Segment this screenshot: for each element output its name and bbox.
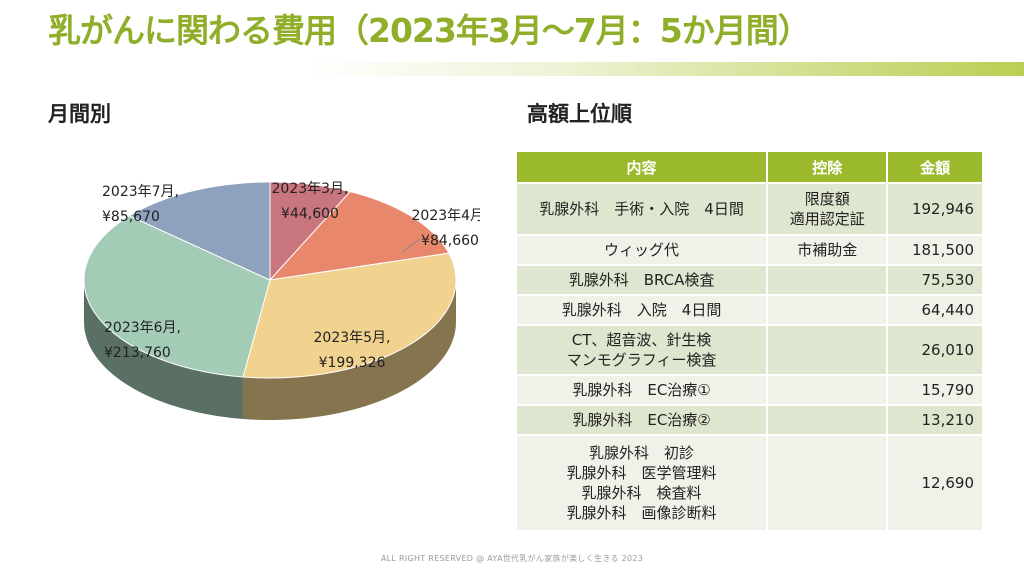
pie-sides: [84, 280, 456, 420]
pie-labels: 2023年3月,¥44,600 2023年4月,¥84,660 2023年5月,¥1…: [102, 181, 480, 371]
pie-slice-2023年3月: [269, 181, 352, 282]
row-deduction: [768, 376, 889, 404]
row-item: 乳腺外科 BRCA検査: [517, 266, 769, 294]
monthly-pie-chart: 2023年3月,¥44,600 2023年4月,¥84,660 2023年5月,¥1…: [83, 181, 480, 420]
row-item: ウィッグ代: [517, 236, 769, 264]
pie-label: 2023年4月,¥84,660: [412, 208, 481, 249]
slice-leader-line: [401, 238, 421, 253]
pie-slice-2023年6月: [83, 215, 271, 378]
table-row: CT、超音波、針生検 マンモグラフィー検査 26,010: [517, 326, 984, 374]
header-amount: 金額: [888, 152, 984, 182]
table-row: 乳腺外科 初診 乳腺外科 医学管理料 乳腺外科 検査料 乳腺外科 画像診断料 1…: [517, 436, 984, 530]
footer-copyright: ALL RIGHT RESERVED @ AYA世代乳がん家族が楽しく生きる 2…: [380, 554, 644, 563]
row-amount: 26,010: [888, 326, 984, 374]
table-row: 乳腺外科 EC治療① 15,790: [517, 376, 984, 404]
pie-side-2023年6月: [84, 280, 243, 419]
row-deduction: 市補助金: [768, 236, 889, 264]
row-amount: 181,500: [888, 236, 984, 264]
title-underline: [0, 62, 1024, 76]
table-row: ウィッグ代 市補助金 181,500: [517, 236, 984, 264]
row-deduction: 限度額 適用認定証: [768, 184, 889, 234]
row-amount: 75,530: [888, 266, 984, 294]
table-row: 乳腺外科 入院 4日間 64,440: [517, 296, 984, 324]
row-item: CT、超音波、針生検 マンモグラフィー検査: [517, 326, 769, 374]
row-item: 乳腺外科 EC治療①: [517, 376, 769, 404]
row-amount: 192,946: [888, 184, 984, 234]
cost-table: 内容 控除 金額 乳腺外科 手術・入院 4日間 限度額 適用認定証 192,94…: [517, 150, 984, 532]
page-title: 乳がんに関わる費用（2023年3月～7月：5か月間）: [48, 11, 811, 50]
row-amount: 12,690: [888, 436, 984, 530]
header-item: 内容: [517, 152, 769, 182]
pie-side-2023年5月: [242, 280, 456, 420]
row-amount: 13,210: [888, 406, 984, 434]
row-deduction: [768, 436, 889, 530]
table-row: 乳腺外科 手術・入院 4日間 限度額 適用認定証 192,946: [517, 184, 984, 234]
header-deduction: 控除: [768, 152, 889, 182]
row-item: 乳腺外科 EC治療②: [517, 406, 769, 434]
table-row: 乳腺外科 EC治療② 13,210: [517, 406, 984, 434]
pie-label: 2023年7月, ¥85,670: [102, 184, 179, 225]
row-amount: 15,790: [888, 376, 984, 404]
pie-tops: [83, 181, 457, 379]
row-deduction: [768, 266, 889, 294]
monthly-heading: 月間別: [48, 102, 111, 126]
pie-slice-2023年5月: [242, 252, 457, 379]
pie-label: 2023年6月, ¥213,760: [104, 320, 181, 361]
row-deduction: [768, 406, 889, 434]
pie-slice-2023年4月: [268, 191, 450, 281]
pie-slice-2023年7月: [128, 181, 271, 281]
table-row: 乳腺外科 BRCA検査 75,530: [517, 266, 984, 294]
row-item: 乳腺外科 入院 4日間: [517, 296, 769, 324]
table-header-row: 内容 控除 金額: [517, 152, 984, 182]
row-item: 乳腺外科 手術・入院 4日間: [517, 184, 769, 234]
pie-label: 2023年5月, ¥199,326: [314, 330, 391, 371]
top-costs-heading: 高額上位順: [527, 102, 632, 126]
row-deduction: [768, 296, 889, 324]
row-deduction: [768, 326, 889, 374]
row-item: 乳腺外科 初診 乳腺外科 医学管理料 乳腺外科 検査料 乳腺外科 画像診断料: [517, 436, 769, 530]
pie-label: 2023年3月, ¥44,600: [272, 181, 349, 222]
row-amount: 64,440: [888, 296, 984, 324]
